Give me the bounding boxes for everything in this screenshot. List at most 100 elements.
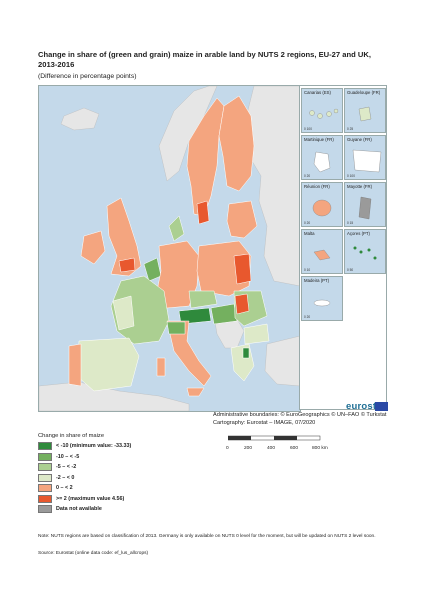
map-title: Change in share of (green and grain) mai… <box>38 50 371 69</box>
inset-label: Réunion (FR) <box>304 184 330 189</box>
legend-swatch <box>38 505 52 513</box>
europe-map-svg <box>39 86 300 411</box>
greece <box>230 343 255 382</box>
inset-scale: 0 20 <box>304 174 311 178</box>
legend-title: Change in share of maize <box>38 433 105 439</box>
legend-swatch <box>38 452 52 461</box>
inset-shape <box>312 199 332 217</box>
italy-north-green <box>166 321 186 335</box>
hungary <box>210 303 238 325</box>
inset-canarias: Canarias (ES) 0 100 <box>301 88 343 133</box>
legend-swatch <box>38 484 52 492</box>
baltics <box>226 200 258 239</box>
inset-reunion: Réunion (FR) 0 20 <box>301 182 343 227</box>
inset-shape <box>358 106 372 122</box>
uk <box>106 197 142 277</box>
portugal <box>68 343 82 387</box>
scale-bar <box>228 435 321 441</box>
spain <box>76 337 140 392</box>
czechia <box>188 290 218 309</box>
scale-label: 200 <box>244 446 253 451</box>
source-line: Source: Eurostat (online data code: ef_l… <box>38 551 149 556</box>
insets-panel: Canarias (ES) 0 100 Guadeloupe (FR) 0 25… <box>299 85 387 410</box>
legend-item: < -10 (minimum value: -33.33) <box>38 441 131 451</box>
romania-west-dark <box>234 293 250 315</box>
france-west-light <box>112 295 135 331</box>
main-map <box>38 85 301 412</box>
turkey-land <box>264 335 300 387</box>
austria <box>178 307 212 325</box>
legend-item: -2 – < 0 <box>38 473 131 483</box>
legend-swatch <box>38 494 52 503</box>
inset-mayotte: Mayotte (FR) 0 15 <box>344 182 386 227</box>
inset-shape <box>353 246 377 260</box>
legend-label: -10 – < -5 <box>56 453 80 460</box>
scale-label: 0 <box>226 446 229 451</box>
legend-label: Data not available <box>56 506 102 512</box>
inset-label: Madeira (PT) <box>304 278 330 283</box>
sweden <box>186 97 225 217</box>
benelux <box>143 257 162 282</box>
bulgaria <box>243 323 270 345</box>
uk-south-dark <box>118 257 136 273</box>
scale-label: 600 <box>290 446 299 451</box>
greece-north-green <box>242 347 250 359</box>
footnote: Note: NUTS regions are based on classifi… <box>38 534 376 539</box>
legend-swatch <box>38 463 52 471</box>
inset-madeira: Madeira (PT) 0 20 <box>301 276 343 321</box>
inset-scale: 0 20 <box>304 315 311 319</box>
inset-martinique: Martinique (FR) 0 20 <box>301 135 343 180</box>
inset-scale: 0 20 <box>304 221 311 225</box>
inset-scale: 0 100 <box>347 174 355 178</box>
inset-guadeloupe: Guadeloupe (FR) 0 25 <box>344 88 386 133</box>
inset-scale: 0 15 <box>347 221 354 225</box>
poland-east-dark <box>233 253 252 285</box>
denmark <box>168 215 185 242</box>
map-subtitle: (Difference in percentage points) <box>38 73 137 80</box>
inset-shape <box>313 151 331 173</box>
inset-guyane: Guyane (FR) 0 100 <box>344 135 386 180</box>
inset-label: Malta <box>304 231 315 236</box>
finland <box>218 95 255 192</box>
italy <box>166 320 212 387</box>
legend-item: -10 – < -5 <box>38 452 131 462</box>
norway-land <box>158 86 218 182</box>
legend-label: -2 – < 0 <box>56 474 75 481</box>
scale-label: 400 <box>267 446 276 451</box>
legend-label: < -10 (minimum value: -33.33) <box>56 443 132 449</box>
legend: < -10 (minimum value: -33.33) -10 – < -5… <box>38 441 131 515</box>
inset-label: Guadeloupe (FR) <box>347 90 381 95</box>
inset-scale: 0 10 <box>304 268 311 272</box>
sweden-south-dark <box>196 200 210 225</box>
sardinia <box>156 357 166 377</box>
inset-scale: 0 50 <box>347 268 354 272</box>
legend-item: Data not available <box>38 504 131 514</box>
legend-label: -5 – < -2 <box>56 464 77 470</box>
inset-label: Guyane (FR) <box>347 137 372 142</box>
inset-label: Açores (PT) <box>347 231 370 236</box>
legend-swatch <box>38 473 52 482</box>
legend-label: >= 2 (maximum value 4.56) <box>56 495 125 502</box>
inset-shape <box>313 249 331 261</box>
inset-label: Mayotte (FR) <box>347 184 373 189</box>
iceland <box>60 107 100 131</box>
legend-item: 0 – < 2 <box>38 483 131 493</box>
inset-label: Martinique (FR) <box>304 137 334 142</box>
credit-cartography: Cartography: Eurostat – IMAGE, 07/2020 <box>213 420 316 426</box>
inset-label: Canarias (ES) <box>304 90 331 95</box>
sicily <box>186 387 205 397</box>
scale-label: 800 km <box>312 446 328 451</box>
inset-scale: 0 100 <box>304 127 312 131</box>
ireland <box>80 230 106 265</box>
inset-scale: 0 25 <box>347 127 354 131</box>
credit-boundaries: Administrative boundaries: © EuroGeograp… <box>213 412 387 418</box>
inset-shape <box>352 149 382 173</box>
legend-swatch <box>38 442 52 450</box>
germany <box>156 240 200 309</box>
legend-item: >= 2 (maximum value 4.56) <box>38 494 131 504</box>
inset-shape <box>313 299 331 307</box>
inset-shape <box>358 196 372 220</box>
eurostat-logo: eurostat <box>346 401 386 412</box>
russia-land <box>243 86 300 287</box>
legend-item: -5 – < -2 <box>38 462 131 472</box>
